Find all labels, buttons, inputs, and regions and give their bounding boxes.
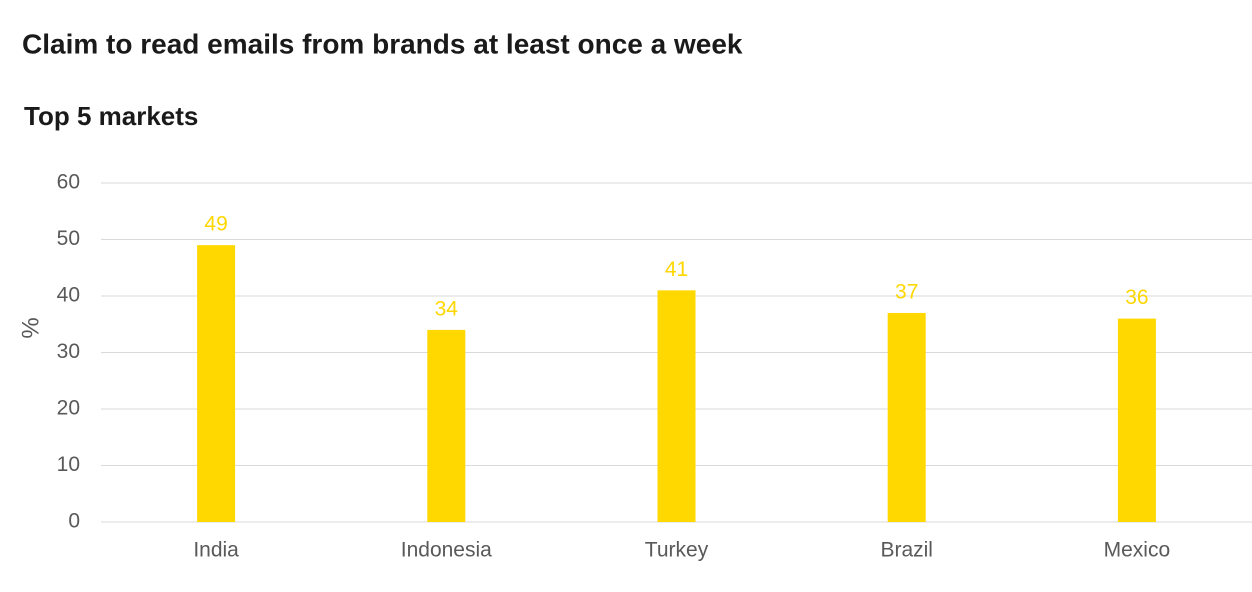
value-label: 34 [435, 297, 459, 320]
x-tick-label: Mexico [1104, 539, 1171, 562]
y-tick-label: 20 [57, 397, 80, 420]
y-tick-label: 60 [57, 171, 80, 194]
x-tick-label: Turkey [645, 539, 709, 562]
x-tick-label: India [193, 539, 239, 562]
x-tick-label: Brazil [880, 539, 933, 562]
value-label: 37 [895, 280, 918, 303]
chart-subtitle: Top 5 markets [24, 101, 198, 131]
x-tick-label: Indonesia [401, 539, 492, 562]
y-axis-label: % [17, 317, 44, 338]
bar [1117, 318, 1156, 522]
value-label: 36 [1125, 286, 1148, 309]
value-label: 41 [665, 258, 688, 281]
y-tick-label: 10 [57, 453, 80, 476]
bar [197, 245, 236, 522]
y-tick-label: 40 [57, 284, 80, 307]
y-tick-label: 0 [68, 510, 80, 533]
bar [657, 290, 696, 522]
bar [427, 329, 466, 522]
value-label: 49 [204, 213, 227, 236]
y-tick-label: 30 [57, 340, 80, 363]
y-tick-label: 50 [57, 227, 80, 250]
bar [887, 312, 926, 522]
chart-title: Claim to read emails from brands at leas… [22, 28, 743, 59]
